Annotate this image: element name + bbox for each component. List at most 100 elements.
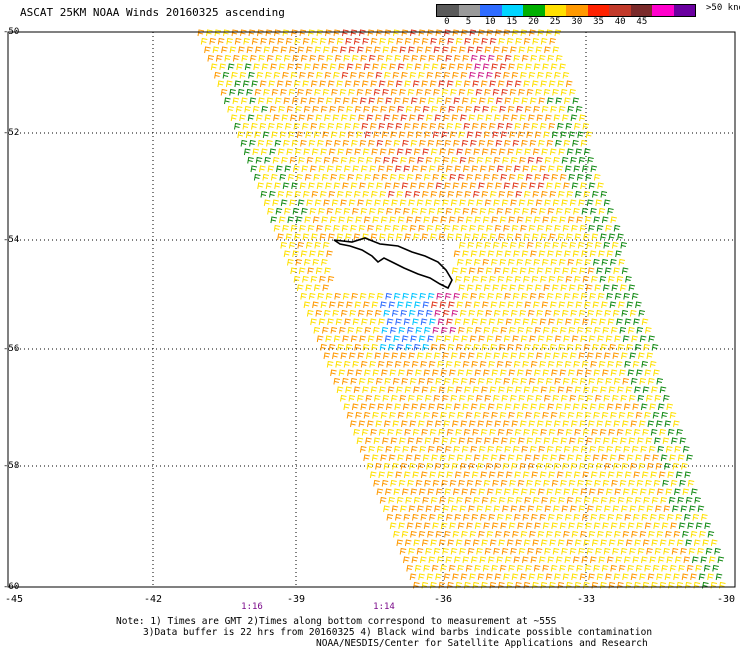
- wind-barb: [484, 547, 492, 555]
- wind-barb: [358, 420, 366, 428]
- wind-barb: [348, 88, 355, 96]
- wind-barb: [470, 445, 477, 453]
- wind-barb: [402, 292, 409, 300]
- wind-barb: [416, 88, 423, 96]
- wind-barb: [610, 522, 618, 530]
- wind-barb: [360, 54, 367, 62]
- wind-barb: [326, 54, 333, 62]
- wind-barb: [596, 462, 603, 470]
- wind-barb: [518, 46, 526, 54]
- wind-barb: [510, 46, 517, 54]
- wind-barb: [491, 63, 498, 71]
- wind-barb: [623, 445, 630, 453]
- wind-barb: [549, 148, 557, 156]
- wind-barb: [429, 318, 436, 326]
- wind-barb: [237, 131, 244, 139]
- wind-barb: [335, 165, 343, 173]
- wind-barb: [377, 360, 385, 368]
- legend-tick-labels: 0 5 10 15 20 25 30 35 40 45: [436, 17, 696, 29]
- wind-barb: [630, 420, 638, 428]
- wind-barb: [646, 394, 653, 402]
- wind-barb: [509, 437, 517, 445]
- wind-barb: [310, 122, 318, 130]
- wind-barb: [592, 301, 600, 309]
- wind-barb: [411, 207, 419, 215]
- wind-barb: [572, 250, 580, 258]
- wind-barb: [542, 411, 549, 419]
- wind-barb: [391, 199, 398, 207]
- wind-barb: [352, 318, 360, 326]
- wind-barb: [581, 360, 589, 368]
- wind-barb: [297, 88, 304, 96]
- wind-barb: [575, 148, 582, 156]
- wind-barb: [560, 284, 568, 292]
- wind-barb: [561, 199, 568, 207]
- wind-barb: [481, 343, 489, 351]
- wind-barb: [531, 165, 538, 173]
- wind-barb: [421, 539, 429, 547]
- wind-barb: [509, 479, 516, 487]
- wind-barb: [537, 224, 544, 232]
- wind-barb: [438, 37, 446, 45]
- wind-barb: [650, 471, 657, 479]
- wind-barb: [596, 224, 604, 232]
- wind-barb: [383, 114, 391, 122]
- wind-barb: [512, 182, 519, 190]
- wind-barb: [546, 139, 554, 147]
- wind-barb: [460, 267, 467, 275]
- wind-barb: [282, 224, 289, 232]
- wind-barb: [299, 29, 307, 37]
- wind-barb: [583, 539, 590, 547]
- wind-barb: [467, 394, 475, 402]
- wind-barb: [695, 564, 702, 572]
- wind-barb: [301, 165, 309, 173]
- wind-barb: [373, 88, 381, 96]
- wind-barb: [595, 199, 602, 207]
- wind-barb: [531, 80, 539, 88]
- wind-barb: [588, 224, 595, 232]
- wind-barb: [274, 182, 281, 190]
- wind-barb: [354, 301, 362, 309]
- wind-barb: [391, 46, 398, 54]
- wind-barb: [647, 420, 655, 428]
- wind-barb: [271, 88, 279, 96]
- wind-barb: [592, 190, 599, 198]
- wind-barb: [231, 71, 238, 79]
- wind-barb: [322, 88, 330, 96]
- wind-barb: [320, 343, 327, 351]
- wind-barb: [497, 122, 505, 130]
- wind-barb: [410, 445, 418, 453]
- wind-barb: [680, 547, 687, 555]
- wind-barb: [511, 267, 518, 275]
- wind-barb: [413, 343, 421, 351]
- wind-barb: [573, 318, 581, 326]
- wind-barb: [597, 335, 604, 343]
- wind-barb: [650, 428, 658, 436]
- wind-barb: [479, 97, 486, 105]
- wind-barb: [387, 386, 395, 394]
- wind-barb: [408, 547, 415, 555]
- wind-barb: [397, 216, 405, 224]
- wind-barb: [607, 207, 614, 215]
- wind-barb: [379, 343, 387, 351]
- wind-barb: [519, 462, 527, 470]
- wind-barb: [439, 105, 447, 113]
- wind-barb: [485, 267, 493, 275]
- wind-barb: [270, 173, 278, 181]
- wind-barb: [603, 284, 610, 292]
- wind-barb: [639, 377, 646, 385]
- wind-barb: [443, 71, 451, 79]
- wind-barb: [215, 54, 223, 62]
- wind-barb: [486, 420, 493, 428]
- wind-barb: [444, 139, 452, 147]
- wind-barb: [515, 148, 523, 156]
- wind-barb: [592, 454, 600, 462]
- wind-barb: [589, 403, 597, 411]
- wind-barb: [459, 547, 466, 555]
- wind-barb: [306, 309, 314, 317]
- wind-barb: [611, 326, 618, 334]
- wind-barb: [528, 462, 535, 470]
- wind-barb: [451, 352, 458, 360]
- wind-barb: [623, 403, 631, 411]
- wind-barb: [498, 37, 505, 45]
